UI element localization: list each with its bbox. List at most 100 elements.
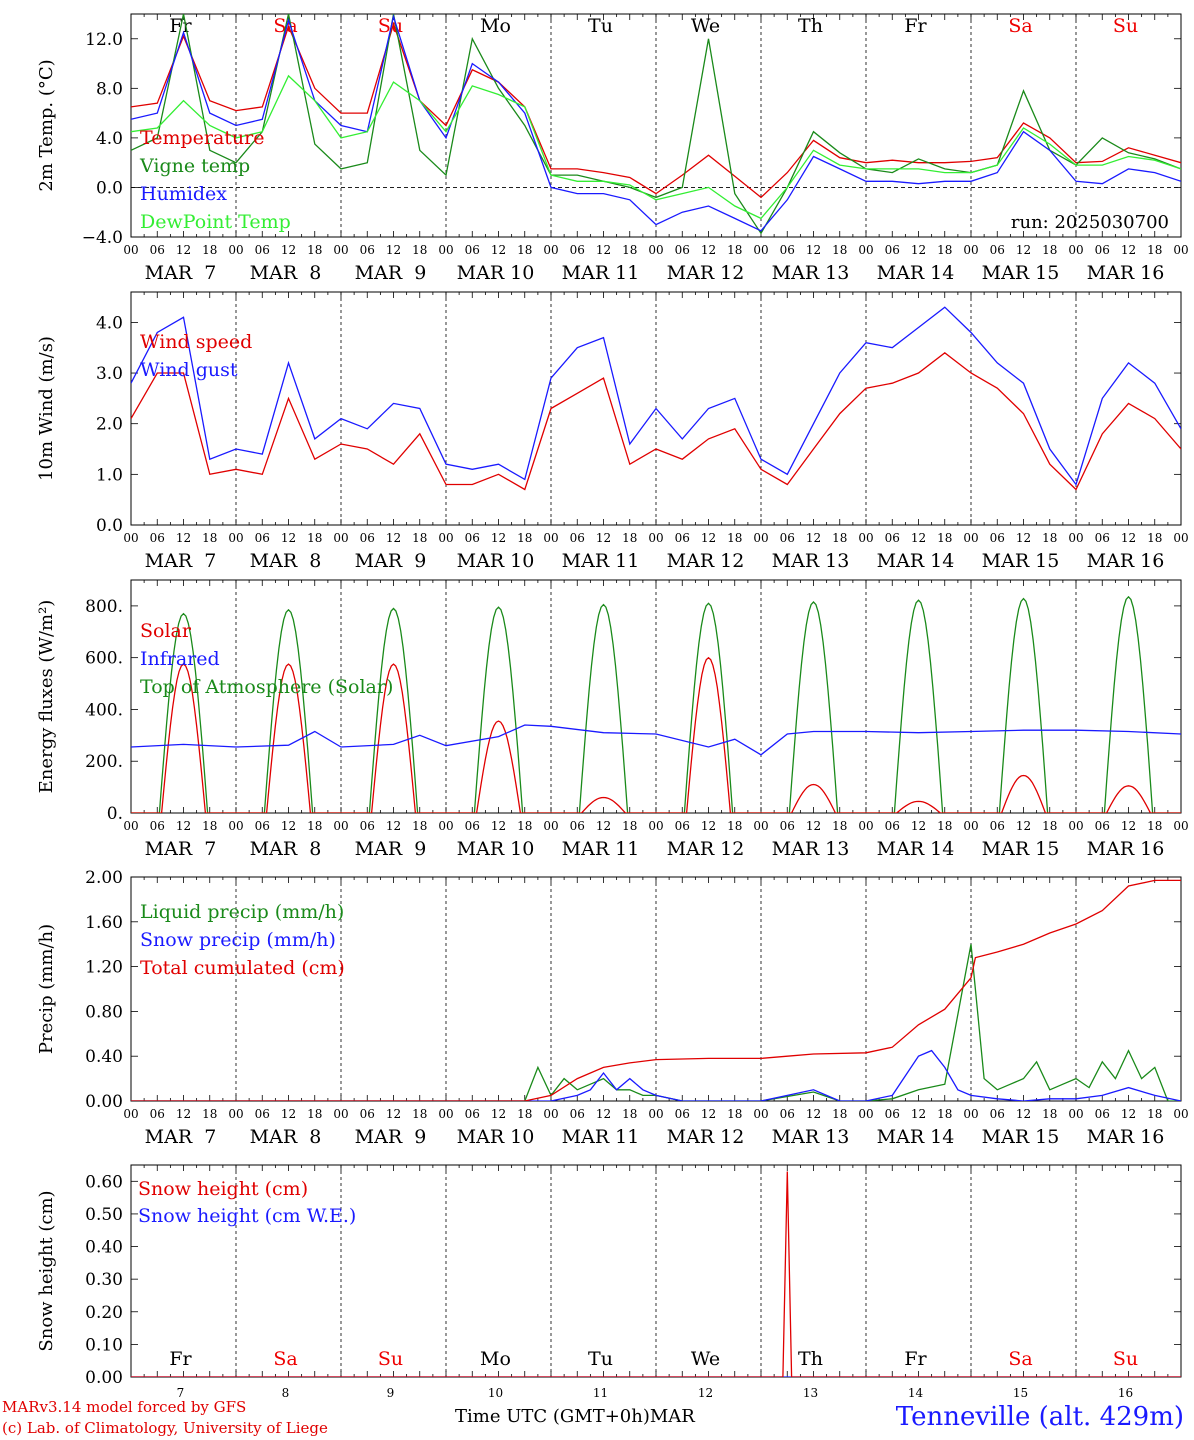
hour-tick-label: 12 [596,531,611,545]
date-label: MAR 16 [1087,1126,1165,1148]
hour-tick-label: 00 [543,531,558,545]
hour-tick-label: 12 [1121,819,1136,833]
legend-entry: Snow height (cm W.E.) [138,1205,356,1227]
hour-tick-label: 06 [255,243,270,257]
hour-tick-label: 00 [1068,1107,1083,1121]
hour-tick-label: 06 [255,1107,270,1121]
day-number-label: 14 [908,1386,924,1400]
day-number-label: 7 [177,1386,185,1400]
hour-tick-label: 18 [307,531,322,545]
y-tick-label: 2.00 [85,868,123,888]
hour-tick-label: 12 [1121,531,1136,545]
date-label: MAR 16 [1087,550,1165,572]
hour-tick-label: 06 [1095,243,1110,257]
date-label: MAR 9 [355,550,427,572]
hour-tick-label: 12 [596,1107,611,1121]
hour-tick-label: 00 [228,1107,243,1121]
hour-tick-label: 12 [1016,531,1031,545]
weekday-label: Sa [1008,1348,1032,1370]
date-label: MAR 11 [562,262,640,284]
hour-tick-label: 18 [1147,531,1162,545]
hour-tick-label: 18 [727,819,742,833]
hour-tick-label: 18 [517,531,532,545]
y-tick-label: 0.40 [85,1047,123,1067]
hour-tick-label: 18 [307,1107,322,1121]
hour-tick-label: 18 [412,531,427,545]
hour-tick-label: 12 [911,1107,926,1121]
hour-tick-label: 18 [1042,243,1057,257]
hour-tick-label: 12 [596,243,611,257]
date-label: MAR 8 [250,262,322,284]
hour-tick-label: 06 [360,243,375,257]
legend-entry: Vigne temp [139,155,250,177]
hour-tick-label: 00 [543,819,558,833]
series-line [131,656,1181,813]
legend-entry: Temperature [140,127,264,149]
hour-tick-label: 12 [701,819,716,833]
hour-tick-label: 18 [622,1107,637,1121]
y-tick-label: 200. [85,752,123,772]
y-axis-label: 10m Wind (m/s) [36,336,57,481]
date-label: MAR 11 [562,1126,640,1148]
date-label: MAR 13 [772,1126,850,1148]
series-line [131,944,1181,1101]
weekday-label: Su [1113,1348,1138,1370]
date-label: MAR 7 [145,262,217,284]
legend-entry: Solar [140,620,192,642]
y-tick-label: 0.40 [85,1238,123,1258]
hour-tick-label: 00 [438,531,453,545]
hour-tick-label: 00 [123,819,138,833]
hour-tick-label: 00 [228,243,243,257]
date-label: MAR 9 [355,262,427,284]
hour-tick-label: 18 [1042,531,1057,545]
hour-tick-label: 06 [885,531,900,545]
hour-tick-label: 00 [963,819,978,833]
hour-tick-label: 18 [412,243,427,257]
day-number-label: 13 [803,1386,818,1400]
hour-tick-label: 18 [1042,819,1057,833]
legend-entry: Humidex [140,183,227,205]
hour-tick-label: 12 [176,1107,191,1121]
hour-tick-label: 00 [1173,243,1188,257]
date-label: MAR 15 [982,1126,1060,1148]
y-tick-label: 8.0 [96,79,123,99]
weekday-label: We [691,15,720,37]
hour-tick-label: 06 [570,1107,585,1121]
hour-tick-label: 00 [438,243,453,257]
date-label: MAR 9 [355,1126,427,1148]
series-line [131,595,1181,813]
y-tick-label: 3.0 [96,364,123,384]
hour-tick-label: 06 [150,243,165,257]
hour-tick-label: 18 [622,531,637,545]
hour-tick-label: 06 [255,531,270,545]
weekday-label: Su [378,1348,403,1370]
hour-tick-label: 00 [648,243,663,257]
hour-tick-label: 06 [150,531,165,545]
date-label: MAR 14 [877,838,955,860]
hour-tick-label: 06 [465,1107,480,1121]
hour-tick-label: 06 [360,819,375,833]
hour-tick-label: 06 [1095,531,1110,545]
hour-tick-label: 12 [491,243,506,257]
series-line [131,724,1181,756]
date-label: MAR 11 [562,550,640,572]
y-tick-label: 0.0 [96,516,123,536]
model-credit: MARv3.14 model forced by GFS [2,1398,247,1416]
date-label: MAR 14 [877,262,955,284]
date-label: MAR 7 [145,838,217,860]
hour-tick-label: 06 [570,819,585,833]
date-label: MAR 12 [667,262,745,284]
hour-tick-label: 18 [517,1107,532,1121]
legend-entry: DewPoint Temp [140,211,291,233]
date-label: MAR 13 [772,838,850,860]
month-label: MAR [649,1406,695,1427]
day-number-label: 11 [593,1386,608,1400]
hour-tick-label: 18 [202,819,217,833]
hour-tick-label: 18 [202,243,217,257]
hour-tick-label: 18 [412,819,427,833]
date-label: MAR 8 [250,838,322,860]
weekday-label: Tu [588,15,613,37]
hour-tick-label: 00 [1068,819,1083,833]
hour-tick-label: 00 [753,243,768,257]
date-label: MAR 15 [982,838,1060,860]
